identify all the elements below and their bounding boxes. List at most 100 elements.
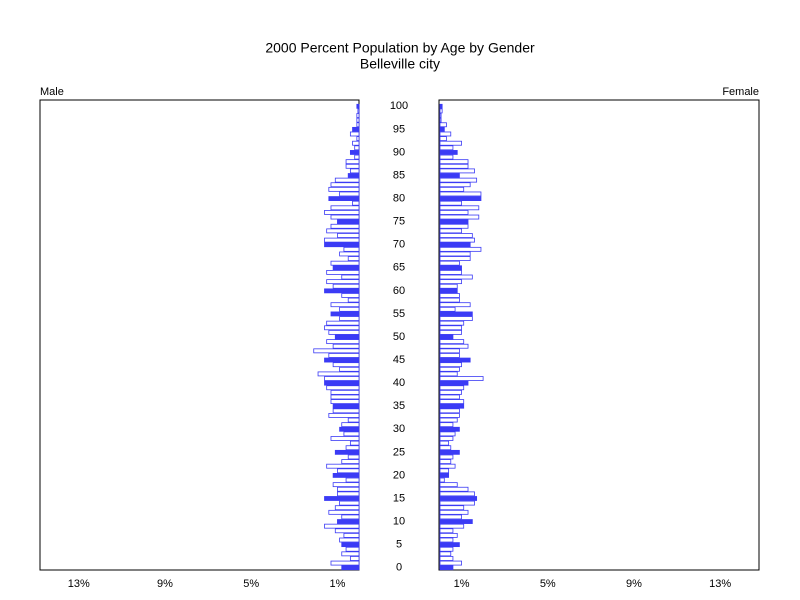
bar xyxy=(439,228,462,234)
bar xyxy=(324,523,360,529)
x-tick-label: 13% xyxy=(709,578,731,590)
x-tick-label: 13% xyxy=(68,578,90,590)
bar xyxy=(439,496,478,501)
y-tick-label: 45 xyxy=(393,354,405,366)
bar xyxy=(439,459,452,464)
bar xyxy=(345,477,360,483)
x-tick-label: 5% xyxy=(540,578,556,590)
y-tick-label: 15 xyxy=(393,492,405,504)
y-tick-label: 100 xyxy=(390,100,408,112)
bar xyxy=(439,274,473,280)
y-tick-label: 90 xyxy=(393,146,405,158)
bar xyxy=(439,482,458,488)
bar xyxy=(328,509,360,515)
bar xyxy=(439,473,450,478)
bar xyxy=(339,366,360,372)
y-tick-label: 30 xyxy=(393,423,405,435)
bar xyxy=(439,210,469,215)
bar xyxy=(356,113,360,118)
bar xyxy=(439,293,460,298)
bar xyxy=(324,242,360,248)
y-tick-label: 80 xyxy=(393,192,405,204)
bar xyxy=(339,306,360,312)
bar xyxy=(439,182,471,188)
bar xyxy=(439,288,458,294)
bar xyxy=(439,283,458,289)
bar xyxy=(317,371,360,377)
bar xyxy=(326,385,360,391)
bar xyxy=(439,399,465,405)
bar xyxy=(341,514,360,520)
bar xyxy=(324,496,360,501)
bar xyxy=(337,519,360,524)
bar xyxy=(324,380,360,386)
bar xyxy=(345,163,360,169)
y-tick-label: 75 xyxy=(393,216,405,228)
bar xyxy=(332,473,360,478)
bar xyxy=(347,297,360,303)
bar xyxy=(439,150,458,155)
bar xyxy=(439,159,469,165)
bar xyxy=(439,431,456,437)
bar xyxy=(352,126,360,132)
bar xyxy=(439,551,452,557)
bar xyxy=(337,491,360,497)
bar xyxy=(439,113,442,118)
bar xyxy=(326,320,360,326)
bar xyxy=(345,159,360,165)
bar xyxy=(439,353,460,358)
bar xyxy=(439,246,482,252)
bar xyxy=(439,306,456,312)
bar xyxy=(328,413,360,418)
bar xyxy=(332,408,360,414)
bar xyxy=(313,348,360,354)
bar xyxy=(330,389,360,395)
bar xyxy=(332,482,360,488)
bar xyxy=(439,154,454,160)
bar xyxy=(347,173,360,178)
bar xyxy=(337,486,360,492)
bar xyxy=(439,200,462,206)
bar xyxy=(326,228,360,234)
bar xyxy=(439,265,462,271)
bar xyxy=(343,532,360,538)
y-tick-label: 10 xyxy=(393,515,405,527)
bar xyxy=(439,223,469,229)
bar xyxy=(439,440,450,446)
bar xyxy=(354,145,360,151)
bar xyxy=(347,454,360,460)
bar xyxy=(349,131,360,137)
bar xyxy=(439,445,452,451)
bar xyxy=(439,514,462,520)
bar xyxy=(341,551,360,557)
bar xyxy=(439,140,462,146)
bar xyxy=(341,542,360,548)
bar xyxy=(341,422,360,428)
bar xyxy=(439,348,460,354)
bar xyxy=(339,251,360,257)
bar xyxy=(330,394,360,400)
y-tick-label: 35 xyxy=(393,400,405,412)
bar xyxy=(330,223,360,229)
bar xyxy=(439,422,454,428)
bar xyxy=(332,403,360,409)
bar xyxy=(439,565,454,571)
bar xyxy=(439,357,471,363)
bar xyxy=(439,177,478,183)
bar xyxy=(439,334,454,340)
y-tick-label: 65 xyxy=(393,262,405,274)
bar xyxy=(328,353,360,358)
y-tick-label: 25 xyxy=(393,446,405,458)
bar xyxy=(347,256,360,261)
panel-label: Female xyxy=(722,86,759,98)
bar xyxy=(439,556,454,561)
x-tick-label: 9% xyxy=(626,578,642,590)
bar xyxy=(439,108,443,114)
y-tick-label: 55 xyxy=(393,308,405,320)
bar xyxy=(439,528,454,534)
bar xyxy=(352,200,360,206)
bar xyxy=(349,556,360,561)
bar xyxy=(326,269,360,275)
panel-label: Male xyxy=(40,86,64,98)
